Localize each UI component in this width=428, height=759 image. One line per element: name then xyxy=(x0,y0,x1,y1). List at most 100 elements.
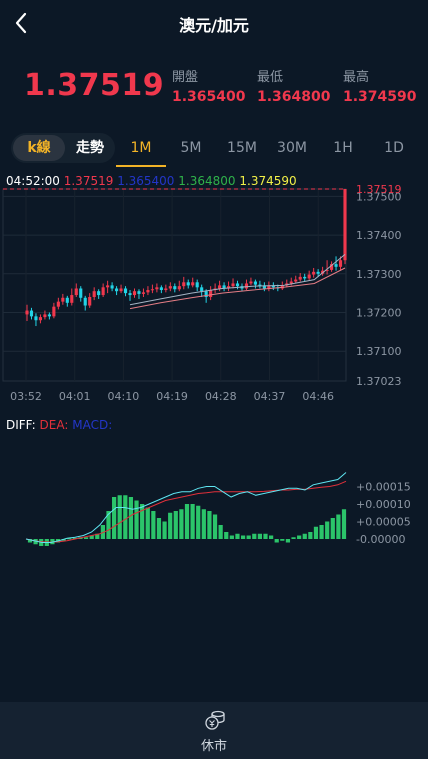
candle-body xyxy=(101,287,105,296)
candle-body xyxy=(141,292,146,294)
macd-histogram-bar xyxy=(252,533,257,539)
legend-open: 1.365400 xyxy=(117,174,175,188)
x-axis-tick-label: 04:28 xyxy=(205,390,237,403)
interval-1h[interactable]: 1H xyxy=(333,140,353,156)
macd-histogram-bar xyxy=(173,511,178,539)
x-axis-tick-label: 04:19 xyxy=(156,390,188,403)
candle-body xyxy=(110,285,114,289)
legend-high: 1.374590 xyxy=(239,174,297,188)
candle-body xyxy=(222,285,226,289)
macd-histogram-bar xyxy=(263,533,268,539)
macd-histogram-bar xyxy=(61,539,66,541)
macd-histogram-bar xyxy=(134,500,139,539)
market-status-label[interactable]: 休市 xyxy=(200,739,227,754)
macd-histogram-bar xyxy=(218,525,223,539)
candle-body xyxy=(61,297,65,302)
macd-histogram-bar xyxy=(83,537,89,539)
y-axis-tick-label: 1.37500 xyxy=(356,190,402,203)
candle-body xyxy=(271,285,275,288)
y-axis-tick-label: 1.37023 xyxy=(356,375,402,388)
open-value: 1.365400 xyxy=(172,89,246,105)
candle-body xyxy=(262,285,266,289)
high-value: 1.374590 xyxy=(343,89,417,105)
y-axis-tick-label: 1.37200 xyxy=(356,306,402,319)
x-axis-tick-label: 03:52 xyxy=(10,390,42,403)
macd-histogram-bar xyxy=(106,511,111,539)
interval-1m[interactable]: 1M xyxy=(130,140,152,156)
candle-body xyxy=(83,297,87,306)
tab-kline[interactable]: k線 xyxy=(13,135,65,161)
macd-histogram-bar xyxy=(162,521,167,539)
macd-histogram-bar xyxy=(313,526,319,539)
candle-body xyxy=(47,314,51,317)
candle-body xyxy=(218,285,222,289)
macd-histogram-bar xyxy=(212,514,218,539)
macd-histogram-bar xyxy=(280,539,285,541)
legend-time: 04:52:00 xyxy=(6,174,60,188)
candle-body xyxy=(258,284,262,286)
macd-histogram-bar xyxy=(156,518,162,539)
candle-body xyxy=(195,282,199,288)
x-axis-tick-label: 04:10 xyxy=(108,390,140,403)
macd-histogram-bar xyxy=(229,535,234,539)
macd-histogram-bar xyxy=(196,505,201,539)
macd-histogram-bar xyxy=(246,535,251,539)
y-axis-tick-label: 1.37300 xyxy=(356,268,402,281)
macd-histogram-bar xyxy=(274,539,279,543)
candle-body xyxy=(128,293,132,296)
candle-body xyxy=(34,316,38,321)
candle-body xyxy=(253,281,257,285)
coin-stack-icon xyxy=(205,710,225,730)
candle-body xyxy=(244,283,249,289)
candle-body xyxy=(92,291,96,297)
candle-body xyxy=(155,287,159,290)
candle-body xyxy=(146,290,150,293)
current-price-label: 1.37519 xyxy=(356,183,402,196)
macd-histogram-bar xyxy=(308,532,313,539)
y-axis-tick-label: 1.37400 xyxy=(356,229,402,242)
candle-body xyxy=(316,271,320,274)
candle-body xyxy=(338,260,343,267)
macd-histogram-bar xyxy=(291,537,296,539)
macd-histogram-bar xyxy=(27,539,33,543)
macd-histogram-bar xyxy=(128,497,134,539)
interval-5m[interactable]: 5M xyxy=(180,140,202,156)
macd-legend-macd: MACD: xyxy=(72,418,113,432)
chevron-left-icon[interactable] xyxy=(10,9,34,37)
macd-legend-diff: DIFF: xyxy=(6,418,36,432)
tab-line[interactable]: 走勢 xyxy=(76,140,104,156)
candle-body xyxy=(249,281,253,284)
candle-body xyxy=(88,297,92,306)
macd-histogram-bar xyxy=(33,539,38,545)
macd-histogram-bar xyxy=(341,509,347,539)
candle-body xyxy=(25,310,29,315)
candle-body xyxy=(191,282,195,286)
candle-body xyxy=(325,269,329,271)
kline-chart[interactable]: 1.37500 1.37400 1.37300 1.37200 1.37100 1.370… xyxy=(0,0,428,700)
legend-low: 1.364800 xyxy=(178,174,236,188)
page-title: 澳元/加元 xyxy=(179,16,249,35)
macd-histogram-bar xyxy=(179,509,184,539)
candle-body xyxy=(119,288,123,292)
macd-histogram-bar xyxy=(145,507,150,539)
x-axis-tick-label: 04:46 xyxy=(302,390,334,403)
macd-axis-tick-label: +0.00010 xyxy=(356,498,411,511)
candle-body xyxy=(164,288,168,291)
candle-body xyxy=(97,291,101,296)
candle-body xyxy=(312,271,316,275)
candle-body xyxy=(182,282,186,287)
candle-body xyxy=(235,283,240,287)
interval-1d[interactable]: 1D xyxy=(384,140,404,156)
x-axis-tick-label: 04:37 xyxy=(254,390,286,403)
moving-average-line xyxy=(129,254,346,306)
macd-histogram-bar xyxy=(297,535,302,539)
macd-histogram-bar xyxy=(140,504,145,539)
candle-body xyxy=(159,287,163,291)
candle-body xyxy=(115,288,119,292)
macd-histogram-bar xyxy=(190,504,195,539)
macd-histogram-bar xyxy=(325,521,330,539)
open-label: 開盤 xyxy=(172,70,199,85)
interval-30m[interactable]: 30M xyxy=(277,140,307,156)
ohlc-legend: 04:52:00 1.37519 1.365400 1.364800 1.374… xyxy=(6,174,297,188)
interval-15m[interactable]: 15M xyxy=(227,140,257,156)
